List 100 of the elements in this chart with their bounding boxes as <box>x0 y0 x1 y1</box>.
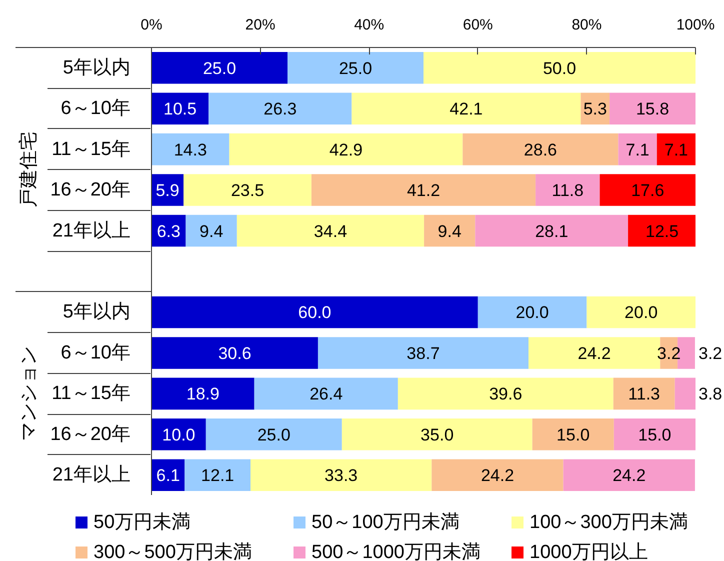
data-label: 15.0 <box>556 425 590 444</box>
y-tick-label: 5年以内 <box>62 302 131 323</box>
bar <box>600 174 696 206</box>
data-label: 7.1 <box>626 140 650 160</box>
bar <box>186 214 237 247</box>
y-tick-label: 21年以上 <box>52 220 131 242</box>
bar <box>536 174 600 206</box>
data-label: 11.8 <box>552 181 584 200</box>
legend-label: 100～300万円未満 <box>530 512 688 533</box>
data-label: 12.5 <box>646 222 679 241</box>
data-label: 24.2 <box>480 466 514 486</box>
text: マンション <box>18 346 40 442</box>
bar <box>208 92 352 124</box>
bar <box>475 214 628 247</box>
bar <box>152 378 254 410</box>
data-label: 35.0 <box>420 425 454 444</box>
data-label: 28.1 <box>535 222 568 241</box>
data-label: 5.3 <box>583 100 607 119</box>
legend-label: 500～1000万円未満 <box>312 542 480 561</box>
bar <box>250 459 432 492</box>
data-label: 25.0 <box>257 425 290 444</box>
bar <box>610 92 696 124</box>
data-label: 26.4 <box>310 384 343 404</box>
bar <box>352 92 581 124</box>
y-tick-label: 21年以上 <box>52 464 131 486</box>
data-label: 39.6 <box>489 384 522 404</box>
bar <box>254 378 398 410</box>
bar <box>206 418 342 450</box>
bar <box>586 296 696 328</box>
y-tick-label: 16～20年 <box>50 180 131 201</box>
data-label: 20.0 <box>516 303 549 322</box>
bar <box>152 337 318 369</box>
data-label: 24.2 <box>578 344 611 363</box>
data-label: 3.2 <box>657 344 681 363</box>
bar <box>318 337 528 369</box>
bar <box>152 418 206 450</box>
bar <box>432 459 564 492</box>
legend-label: 1000万円以上 <box>530 542 648 561</box>
bar <box>398 378 614 410</box>
bar <box>288 52 424 84</box>
bar <box>628 214 696 247</box>
bar <box>618 133 657 166</box>
data-label: 28.6 <box>524 140 558 160</box>
data-label: 17.6 <box>631 181 664 200</box>
y-tick-label: 5年以内 <box>62 57 131 78</box>
bar <box>656 133 696 166</box>
data-label: 33.3 <box>324 466 358 486</box>
data-label: 14.3 <box>174 140 207 160</box>
data-label: 9.4 <box>438 222 462 241</box>
data-label: 41.2 <box>406 181 440 200</box>
data-label: 15.8 <box>636 100 670 119</box>
data-label: 20.0 <box>624 303 658 322</box>
legend-label: 300～500万円未満 <box>94 542 252 561</box>
text: 戸建住宅 <box>18 132 40 208</box>
data-label: 30.6 <box>218 344 252 363</box>
y-tick-label: 11～15年 <box>52 138 130 160</box>
data-label: 10.5 <box>164 100 197 119</box>
data-label: 24.2 <box>612 466 646 486</box>
bar <box>152 52 288 84</box>
x-tick-label: 0% <box>140 16 162 34</box>
y-tick-label: 11～15年 <box>52 383 130 404</box>
data-label: 10.0 <box>162 425 196 444</box>
bar <box>152 92 209 124</box>
x-tick-label: 40% <box>354 16 384 34</box>
data-label: 23.5 <box>230 181 264 200</box>
x-tick-label: 100% <box>676 16 715 34</box>
y-tick-label: 6～10年 <box>60 98 130 120</box>
data-label: 60.0 <box>298 303 332 322</box>
bar <box>152 133 230 166</box>
bar <box>311 174 536 206</box>
data-label: 42.1 <box>450 100 483 119</box>
bar <box>424 52 696 84</box>
data-label: 6.3 <box>156 222 180 241</box>
bar <box>478 296 587 328</box>
data-label: 11.3 <box>628 384 660 404</box>
legend-label: 50～100万円未満 <box>312 512 460 533</box>
bar <box>613 378 675 410</box>
bar <box>342 418 532 450</box>
bar <box>184 174 312 206</box>
data-label: 7.1 <box>664 140 688 160</box>
data-label: 5.9 <box>156 181 180 200</box>
bar <box>674 378 696 410</box>
bar <box>563 459 695 492</box>
bar <box>462 133 618 166</box>
x-tick-label: 60% <box>462 16 493 34</box>
legend-label: 50万円未満 <box>94 512 191 533</box>
bar <box>152 296 478 328</box>
bar <box>236 214 424 247</box>
bar <box>424 214 476 247</box>
data-label: 3.2 <box>698 344 722 363</box>
data-label: 3.8 <box>698 384 722 404</box>
x-tick-label: 80% <box>572 16 602 34</box>
data-label: 18.9 <box>186 384 220 404</box>
data-label: 25.0 <box>338 58 372 78</box>
data-label: 12.1 <box>201 466 234 486</box>
data-label: 34.4 <box>314 222 348 241</box>
data-label: 6.1 <box>156 466 180 486</box>
y-tick-label: 16～20年 <box>50 424 131 445</box>
bar <box>614 418 696 450</box>
bar <box>184 459 251 492</box>
